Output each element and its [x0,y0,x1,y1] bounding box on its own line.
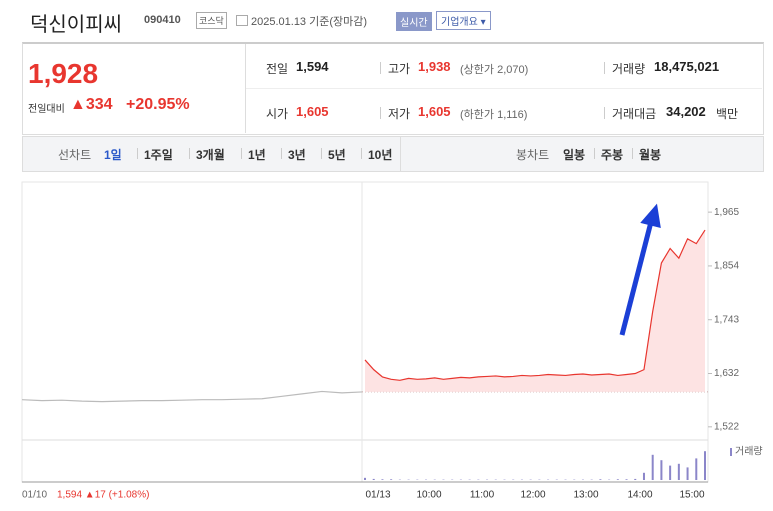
volume-bar [381,479,384,480]
divider [245,44,246,133]
price: 1,928 [28,58,99,89]
period-tab[interactable]: 1년 [248,148,266,162]
prev-date: 01/10 [22,490,47,501]
realtime-button[interactable]: 실시간 [396,12,432,31]
change: ▲334 [70,96,113,113]
plot-frame [21,181,709,483]
price-line [21,390,363,403]
stat-note: (하한가 1,116) [460,109,528,121]
x-tick-label: 01/13 [365,490,390,501]
period-tab[interactable]: 3개월 [196,148,225,162]
y-tick-label: 1,632 [714,368,739,379]
volume-bar [390,479,393,480]
stat-value: 34,202 [666,104,706,119]
market-badge: 코스닥 [196,12,227,29]
stat-value: 18,475,021 [654,59,720,74]
x-tick-label: 14:00 [627,490,652,501]
period-tab[interactable]: 10년 [368,148,393,162]
stat-label: 거래량 [612,62,646,76]
separator [594,148,595,159]
stat-value: 1,605 [296,104,329,119]
x-tick-label: 13:00 [573,490,598,501]
y-tick-label: 1,743 [714,314,739,325]
separator [189,148,190,159]
candle-tab[interactable]: 주봉 [601,148,624,162]
volume-label: 거래량 [735,446,763,458]
stat-label: 고가 [388,62,411,76]
volume-legend-icon [730,448,732,456]
price-line [364,229,706,381]
stat-value: 1,605 [418,104,451,119]
candle-tab[interactable]: 일봉 [563,148,586,162]
rate: +20.95% [126,96,190,113]
separator [281,148,282,159]
separator [604,62,605,74]
tab-bar [22,136,764,172]
volume-bar [616,479,619,480]
separator [604,107,605,119]
period-tab[interactable]: 5년 [328,148,346,162]
prev-info: 1,594 ▲17 (+1.08%) [57,490,149,501]
divider [400,137,401,171]
stock-code: 090410 [144,14,181,26]
separator [380,107,381,119]
stat-label: 저가 [388,107,411,121]
y-tick-label: 1,522 [714,421,739,432]
period-tab[interactable]: 1일 [104,148,122,162]
y-tick-label: 1,965 [714,207,739,218]
x-tick-label: 11:00 [470,490,495,501]
tab-label: 봉차트 [516,148,550,162]
separator [137,148,138,159]
volume-bar [364,477,366,480]
stat-label: 거래대금 [612,107,657,121]
stat-label: 전일 [266,62,289,76]
volume-bar [634,478,637,480]
stat-value: 1,938 [418,59,451,74]
stat-unit: 백만 [716,107,739,121]
x-tick-label: 15:00 [679,490,704,501]
stock-name: 덕신이피씨 [30,14,122,36]
separator [241,148,242,159]
separator [632,148,633,159]
date: 2025.01.13 기준(장마감) [251,16,368,28]
stat-label: 시가 [266,107,289,121]
arrow-head [640,203,661,229]
quote-panel [22,42,764,135]
arrow [619,217,655,336]
stat-note: (상한가 2,070) [460,64,529,76]
tab-label: 선차트 [58,148,92,162]
volume-bar [599,479,602,480]
separator [321,148,322,159]
volume-bar [695,458,698,480]
volume-bar [686,467,689,480]
volume-bar [677,463,680,480]
candle-tab[interactable]: 월봉 [639,148,662,162]
x-tick-label: 10:00 [416,490,441,501]
x-tick-label: 12:00 [520,490,545,501]
area [365,230,705,392]
separator [361,148,362,159]
calendar-icon [236,15,248,26]
volume-bar [660,460,663,480]
stat-value: 1,594 [296,59,329,74]
change-label: 전일대비 [28,104,65,115]
company-button[interactable]: 기업개요 ▾ [436,11,491,30]
volume-bar [372,478,375,480]
volume-bar [651,454,654,480]
period-tab[interactable]: 3년 [288,148,306,162]
separator [380,62,381,74]
volume-bar [625,479,628,480]
volume-bar [669,465,672,480]
volume-bar [704,451,706,480]
divider [246,88,762,89]
volume-bar [642,472,645,480]
period-tab[interactable]: 1주일 [144,148,173,162]
y-tick-label: 1,854 [714,261,739,272]
